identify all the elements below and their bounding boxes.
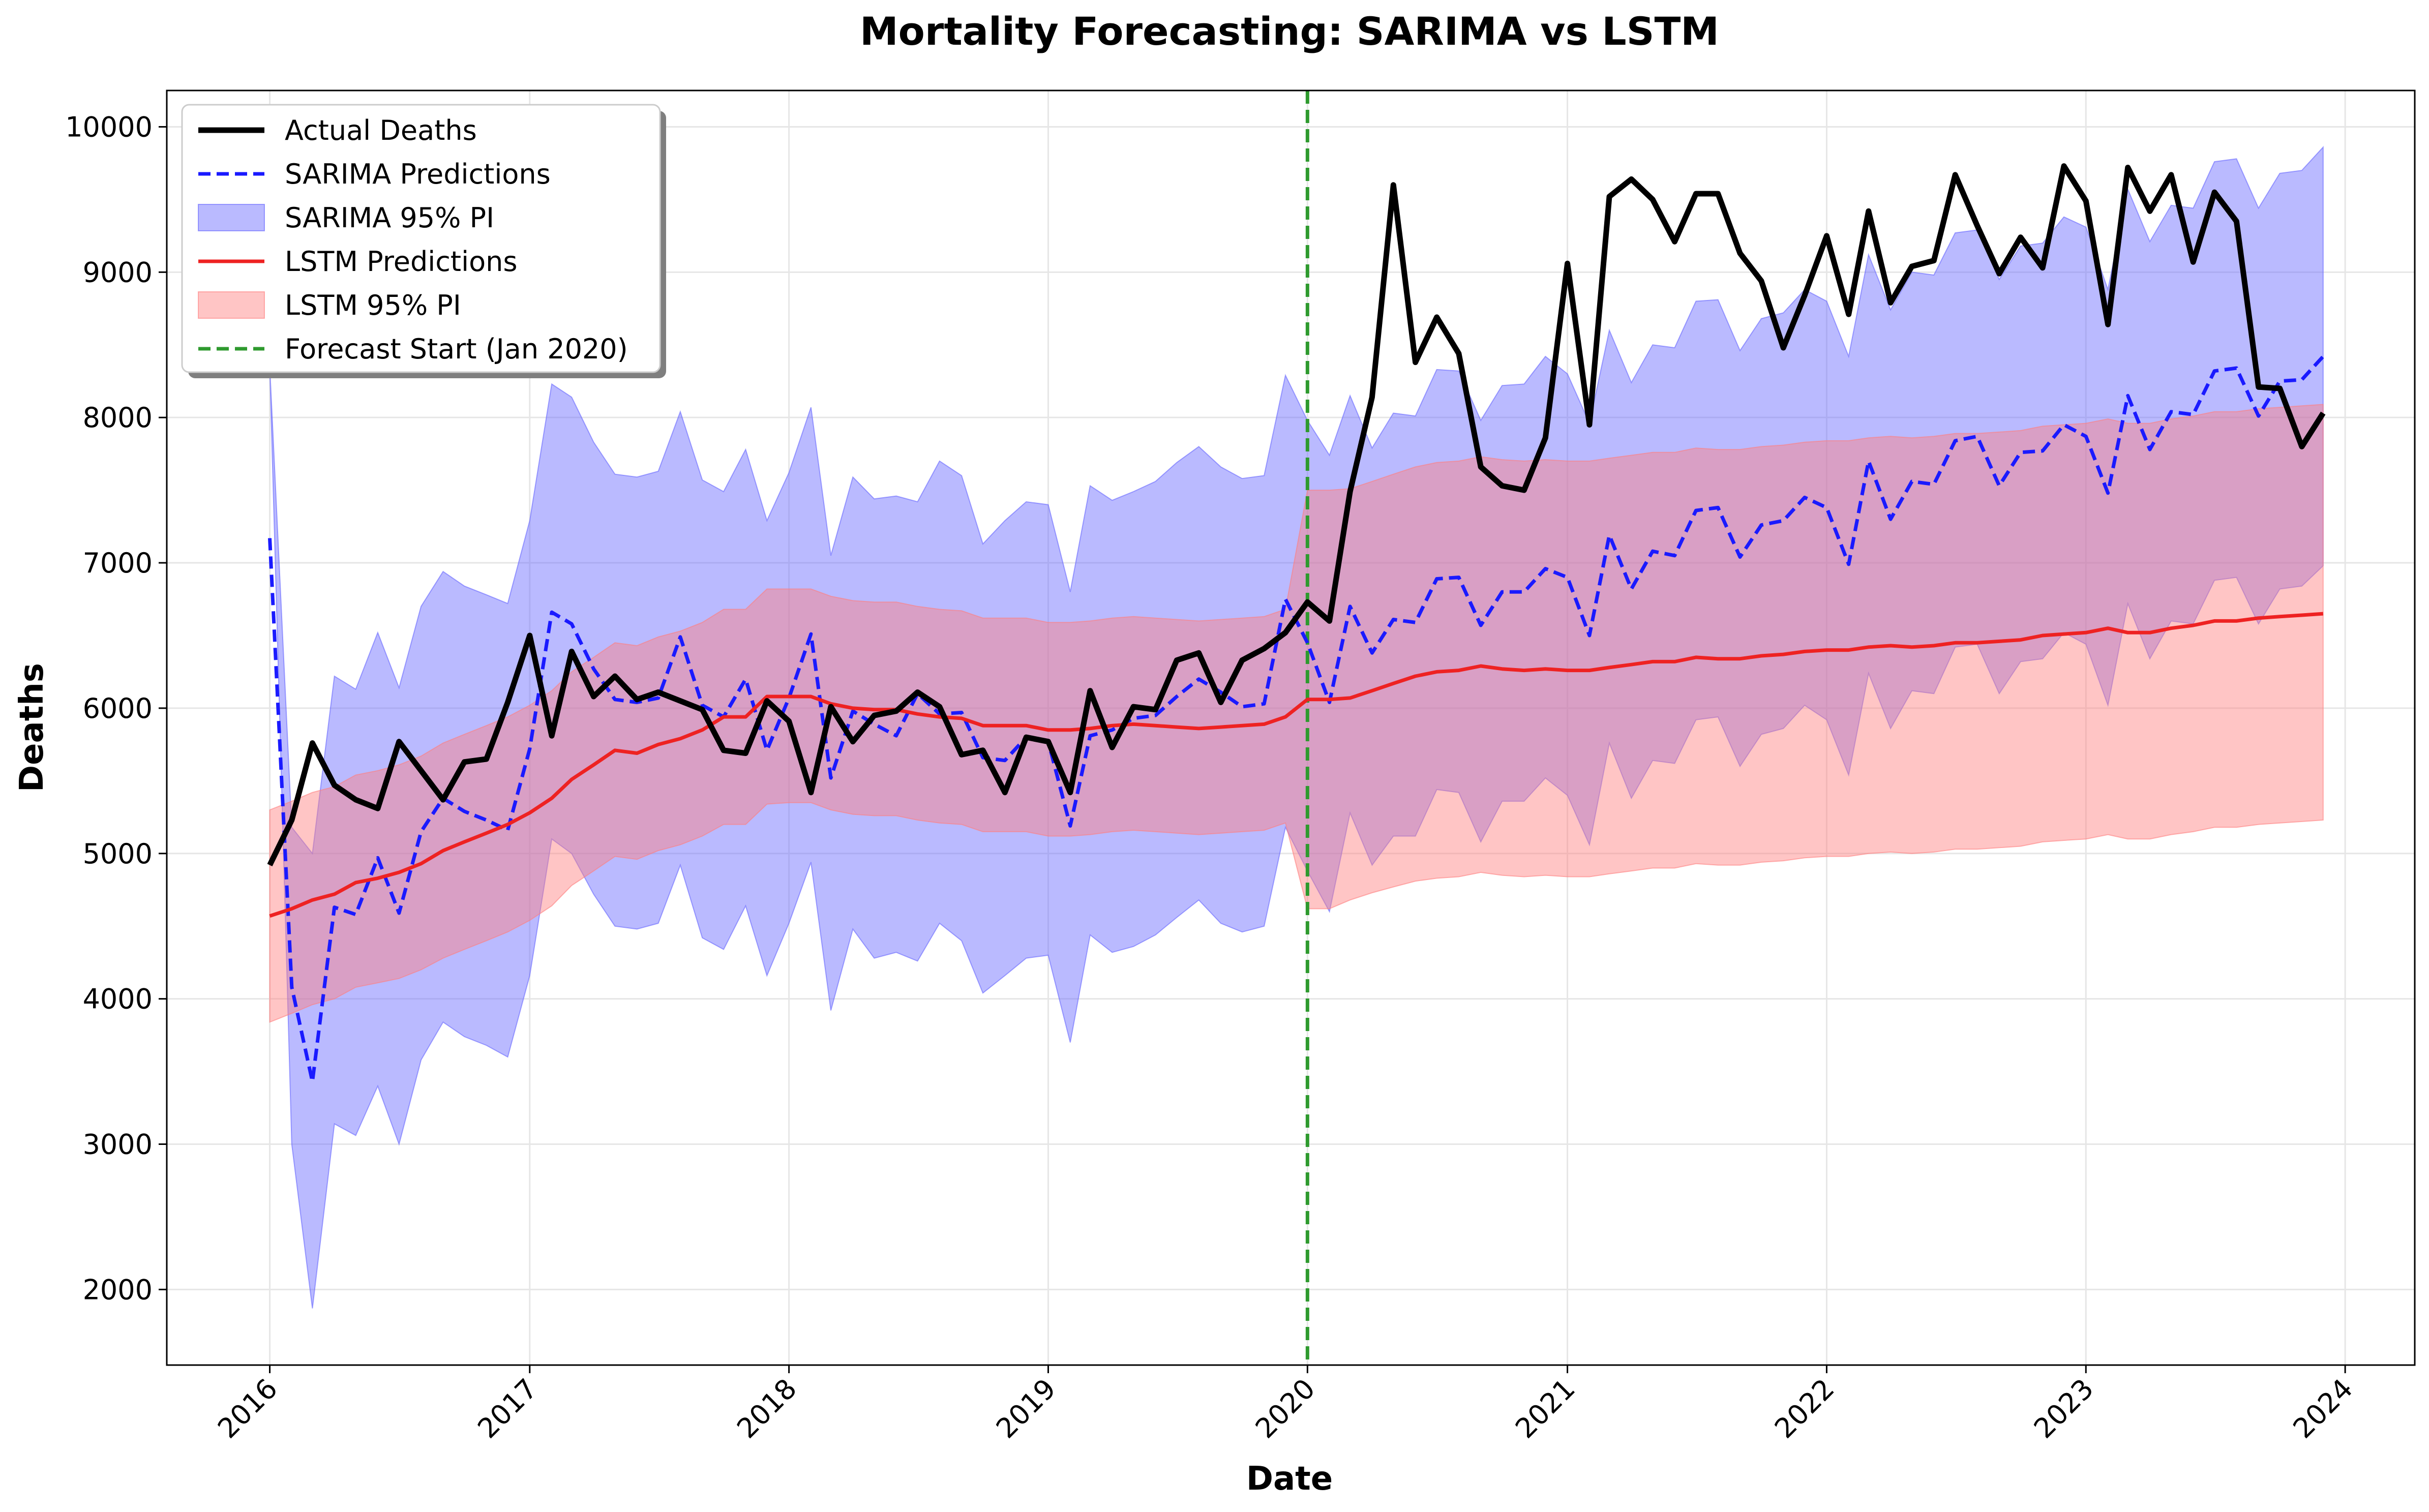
legend-box xyxy=(181,104,661,373)
legend-label-sarima-predictions: SARIMA Predictions xyxy=(285,158,551,190)
legend: Actual Deaths SARIMA Predictions SARIMA 95… xyxy=(181,104,666,378)
legend-item-lstm-predictions: LSTM Predictions xyxy=(198,246,518,278)
y-tick-label-7000: 7000 xyxy=(83,547,153,579)
y-tick-label-9000: 9000 xyxy=(83,256,153,288)
series-line-lstm-predictions xyxy=(269,612,2324,918)
y-tick-label-3000: 3000 xyxy=(83,1128,153,1160)
x-axis-label: Date xyxy=(1246,1460,1333,1498)
y-tick-label-8000: 8000 xyxy=(83,402,153,434)
legend-item-forecast-start-jan-2020: Forecast Start (Jan 2020) xyxy=(198,333,628,365)
series-line-actual-deaths xyxy=(267,163,2326,867)
plot-frame xyxy=(166,89,2416,1366)
y-tick-label-6000: 6000 xyxy=(83,692,153,724)
y-tick-label-5000: 5000 xyxy=(83,838,153,870)
y-axis-ticks: 2000 3000 4000 5000 6000 7000 8000 9000 10000 xyxy=(65,111,167,1306)
y-axis-label: Deaths xyxy=(13,663,51,792)
legend-label-actual-deaths: Actual Deaths xyxy=(285,114,477,146)
y-tick-label-10000: 10000 xyxy=(65,111,153,143)
legend-items: Actual Deaths SARIMA Predictions SARIMA 95… xyxy=(198,114,628,365)
legend-label-lstm-predictions: LSTM Predictions xyxy=(285,246,518,278)
legend-label-forecast-start-jan-2020: Forecast Start (Jan 2020) xyxy=(285,333,628,365)
legend-item-sarima-predictions: SARIMA Predictions xyxy=(198,158,551,190)
legend-item-lstm-95-pi: LSTM 95% PI xyxy=(198,289,461,321)
legend-label-lstm-95-pi: LSTM 95% PI xyxy=(285,289,461,321)
chart-title: Mortality Forecasting: SARIMA vs LSTM xyxy=(860,9,1719,54)
prediction-interval-bands xyxy=(269,145,2324,1309)
band-sarima-95-pi xyxy=(269,145,2324,1309)
band-lstm-95-pi xyxy=(269,404,2324,1023)
y-tick-label-4000: 4000 xyxy=(83,983,153,1015)
legend-item-actual-deaths: Actual Deaths xyxy=(198,114,477,146)
y-tick-label-2000: 2000 xyxy=(83,1274,153,1306)
legend-label-sarima-95-pi: SARIMA 95% PI xyxy=(285,202,494,234)
legend-swatch-sarima-95-pi xyxy=(198,204,265,231)
series-lines xyxy=(267,163,2326,1084)
legend-swatch-lstm-95-pi xyxy=(198,291,265,319)
legend-item-sarima-95-pi: SARIMA 95% PI xyxy=(198,202,494,234)
